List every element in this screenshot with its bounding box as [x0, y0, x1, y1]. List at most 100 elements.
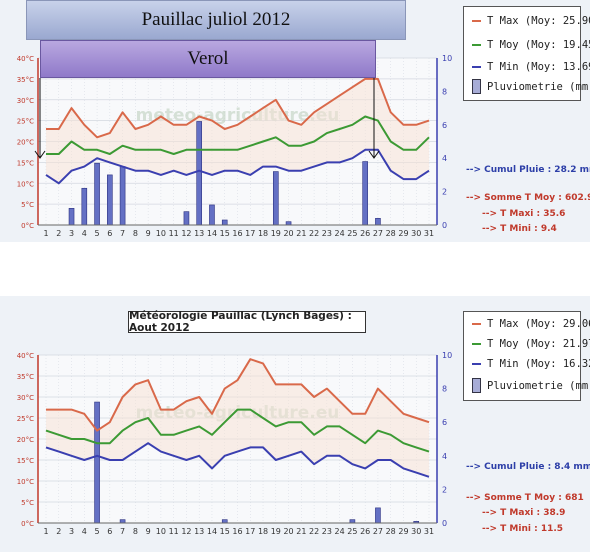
y-tick-label: 30°C	[17, 394, 34, 402]
x-tick-label: 1	[43, 229, 48, 238]
x-tick-label: 21	[296, 527, 306, 536]
x-tick-label: 15	[220, 229, 230, 238]
x-tick-label: 18	[258, 229, 268, 238]
rain-bar	[221, 219, 228, 226]
x-tick-label: 19	[271, 527, 281, 536]
y2-tick-label: 6	[442, 121, 447, 130]
x-tick-label: 22	[309, 527, 319, 536]
chart-panel-august: meteo-agriculture.eu0°C5°C10°C15°C20°C25…	[0, 296, 590, 552]
x-tick-label: 31	[424, 229, 434, 238]
legend-entry-rain: Pluviometrie (mm)	[472, 378, 590, 393]
x-tick-label: 11	[169, 527, 179, 536]
tmaxi-july: --> T Maxi : 35.6	[482, 209, 566, 219]
x-tick-label: 4	[82, 229, 87, 238]
legend-swatch	[472, 20, 481, 22]
y2-tick-label: 10	[442, 351, 452, 360]
rain-bar	[349, 519, 356, 524]
rain-bar	[375, 218, 381, 226]
rain-bar	[183, 211, 190, 226]
x-tick-label: 31	[424, 527, 434, 536]
x-tick-label: 13	[194, 229, 204, 238]
legend-july: T Max (Moy: 25.90) T Moy (Moy: 19.45) T …	[463, 6, 590, 101]
x-tick-label: 5	[95, 229, 100, 238]
x-tick-label: 29	[398, 527, 408, 536]
legend-label: T Min (Moy: 13.69)	[487, 61, 590, 73]
rain-bar	[272, 171, 279, 226]
y-tick-label: 20°C	[17, 139, 34, 147]
y2-tick-label: 8	[442, 385, 447, 394]
legend-swatch	[472, 378, 481, 393]
x-tick-label: 28	[386, 229, 396, 238]
y-tick-label: 40°C	[17, 55, 34, 63]
rain-bar	[209, 204, 215, 226]
legend-label: Pluviometrie (mm)	[487, 80, 590, 93]
rain-bar	[119, 519, 126, 524]
rain-bar	[375, 507, 381, 524]
x-tick-label: 22	[309, 229, 319, 238]
x-tick-label: 18	[258, 527, 268, 536]
x-tick-label: 3	[69, 527, 74, 536]
tmini-july: --> T Mini : 9.4	[482, 224, 557, 234]
x-tick-label: 3	[69, 229, 74, 238]
rain-bar	[362, 161, 368, 226]
tmax-line	[46, 77, 430, 139]
x-tick-label: 30	[411, 229, 421, 238]
somme-tmoy-july: --> Somme T Moy : 602.9	[466, 193, 590, 203]
tmoy-line	[46, 115, 430, 155]
legend-label: T Min (Moy: 16.32)	[487, 358, 590, 370]
x-tick-label: 30	[411, 527, 421, 536]
chart-title-august: Météorologie Pauillac (Lynch Bages) : Ao…	[128, 310, 366, 334]
cumul-pluie-july: --> Cumul Pluie : 28.2 mm	[466, 165, 590, 175]
legend-entry-tmoy: T Moy (Moy: 21.97)	[472, 338, 590, 350]
legend-label: T Moy (Moy: 19.45)	[487, 39, 590, 51]
x-tick-label: 13	[194, 527, 204, 536]
x-tick-label: 10	[156, 229, 166, 238]
rain-bar	[94, 162, 100, 226]
x-tick-label: 9	[146, 229, 151, 238]
rain-bar	[94, 401, 100, 524]
x-tick-label: 16	[232, 527, 242, 536]
somme-tmoy-august: --> Somme T Moy : 681	[466, 493, 584, 503]
y2-tick-label: 6	[442, 418, 447, 427]
x-tick-label: 23	[322, 229, 332, 238]
x-tick-label: 26	[360, 527, 370, 536]
x-tick-label: 23	[322, 527, 332, 536]
rain-bar	[119, 166, 126, 226]
legend-label: T Moy (Moy: 21.97)	[487, 338, 590, 350]
y-tick-label: 0°C	[21, 520, 34, 528]
y-tick-label: 5°C	[21, 201, 34, 209]
y-tick-label: 10°C	[17, 478, 34, 486]
x-tick-label: 12	[181, 527, 191, 536]
legend-entry-tmax: T Max (Moy: 25.90)	[472, 15, 590, 27]
y2-tick-label: 0	[442, 519, 447, 528]
tmini-august: --> T Mini : 11.5	[482, 524, 564, 534]
x-tick-label: 27	[373, 229, 383, 238]
chart-title-july: Pauillac juliol 2012	[26, 0, 406, 40]
legend-entry-tmin: T Min (Moy: 16.32)	[472, 358, 590, 370]
y-tick-label: 40°C	[17, 352, 34, 360]
x-tick-label: 27	[373, 527, 383, 536]
chart-july: meteo-agriculture.eu0°C5°C10°C15°C20°C25…	[17, 54, 452, 238]
x-tick-label: 6	[107, 229, 112, 238]
tmin-line	[45, 148, 430, 185]
y2-tick-label: 2	[442, 188, 447, 197]
legend-entry-tmin: T Min (Moy: 13.69)	[472, 61, 590, 73]
x-tick-label: 20	[283, 229, 293, 238]
x-tick-label: 2	[56, 527, 61, 536]
legend-entry-tmax: T Max (Moy: 29.06)	[472, 318, 590, 330]
annotation-arrow-head	[34, 150, 46, 159]
x-tick-label: 14	[207, 229, 217, 238]
y-tick-label: 25°C	[17, 415, 34, 423]
x-tick-label: 29	[398, 229, 408, 238]
x-tick-label: 26	[360, 229, 370, 238]
x-tick-label: 25	[347, 527, 357, 536]
tmoy-line	[45, 408, 430, 453]
x-tick-label: 17	[245, 527, 255, 536]
x-tick-label: 28	[386, 527, 396, 536]
y-tick-label: 20°C	[17, 436, 34, 444]
legend-label: Pluviometrie (mm)	[487, 379, 590, 392]
chart-august: meteo-agriculture.eu0°C5°C10°C15°C20°C25…	[17, 351, 452, 536]
legend-label: T Max (Moy: 29.06)	[487, 318, 590, 330]
x-tick-label: 7	[120, 527, 125, 536]
y-tick-label: 35°C	[17, 76, 34, 84]
